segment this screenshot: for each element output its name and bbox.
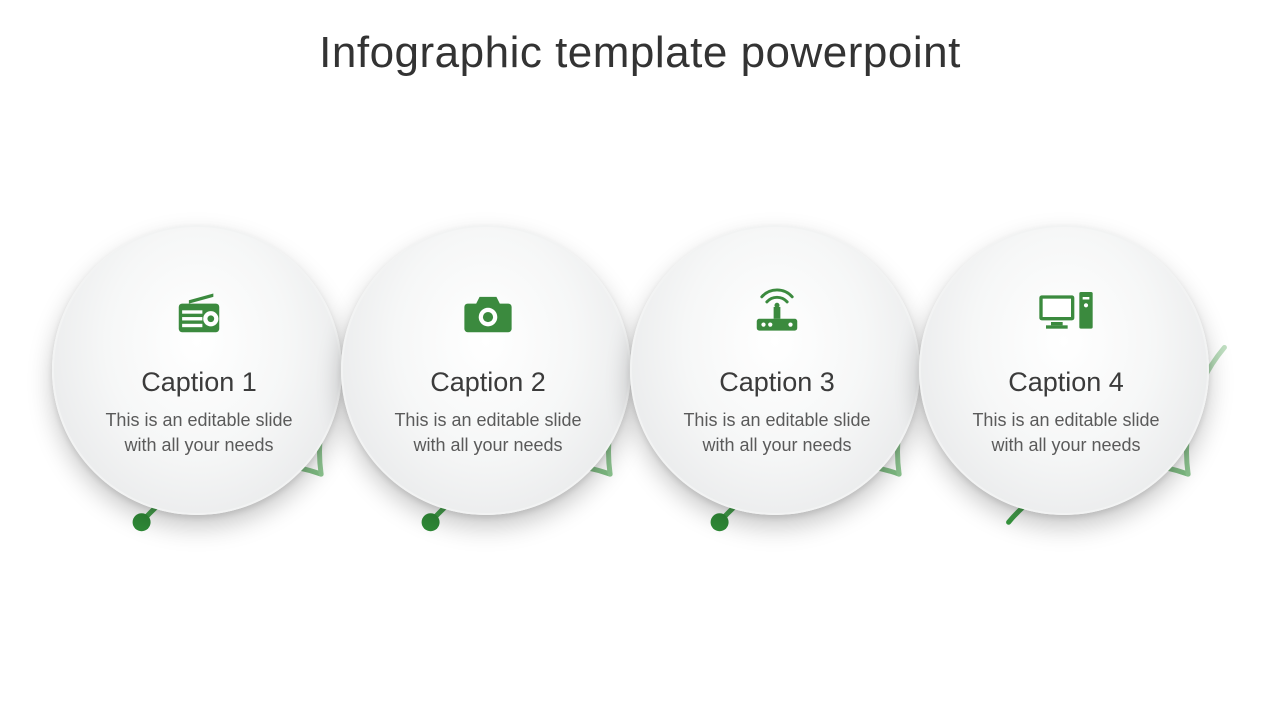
caption-text: Caption 4 [941,367,1191,398]
circle-card-3: Caption 3 This is an editable slide with … [630,225,920,515]
caption-text: Caption 2 [363,367,613,398]
slide-title: Infographic template powerpoint [0,28,1280,78]
circles-row: Caption 1 This is an editable slide with … [0,160,1280,720]
radio-icon [74,279,324,339]
card-content: Caption 2 This is an editable slide with … [363,227,613,458]
body-text: This is an editable slide with all your … [363,408,613,458]
computer-icon [941,279,1191,339]
slide: Infographic template powerpoint Caption … [0,0,1280,720]
card-content: Caption 4 This is an editable slide with … [941,227,1191,458]
circle-card-1: Caption 1 This is an editable slide with … [52,225,342,515]
circle-card-2: Caption 2 This is an editable slide with … [341,225,631,515]
body-text: This is an editable slide with all your … [941,408,1191,458]
caption-text: Caption 3 [652,367,902,398]
caption-text: Caption 1 [74,367,324,398]
camera-icon [363,279,613,339]
body-text: This is an editable slide with all your … [74,408,324,458]
wifi-icon [652,279,902,339]
card-content: Caption 1 This is an editable slide with … [74,227,324,458]
body-text: This is an editable slide with all your … [652,408,902,458]
circle-card-4: Caption 4 This is an editable slide with … [919,225,1209,515]
card-content: Caption 3 This is an editable slide with … [652,227,902,458]
